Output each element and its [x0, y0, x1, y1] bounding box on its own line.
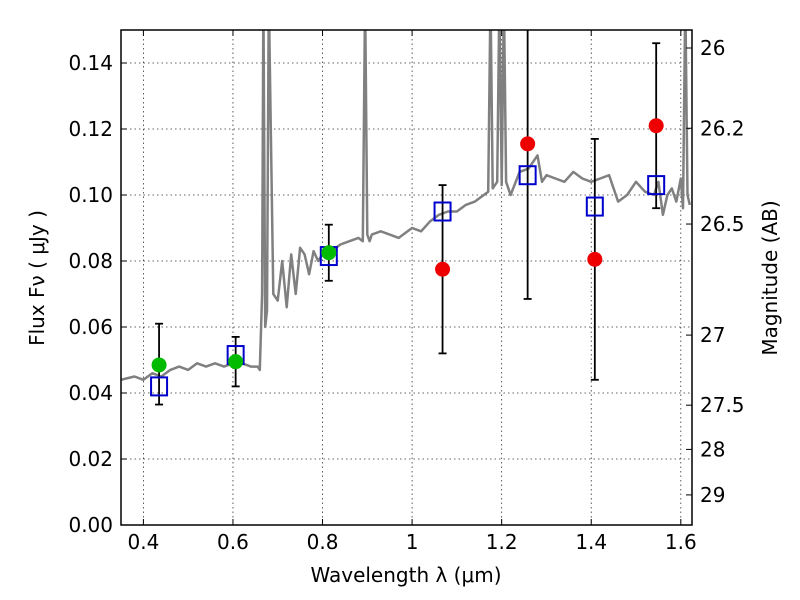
x-tick-label: 0.4 — [127, 530, 159, 554]
x-tick-label: 0.6 — [217, 530, 249, 554]
y-tick-label: 0.12 — [68, 117, 113, 141]
y-tick-label: 0.04 — [68, 381, 113, 405]
template-spectrum-line — [121, 30, 692, 382]
y-tick-label: 0.06 — [68, 315, 113, 339]
model-box-marker — [150, 376, 169, 397]
red-data-point — [520, 136, 536, 152]
y2-tick-label: 27 — [700, 323, 725, 347]
y-tick-label: 0.14 — [68, 51, 113, 75]
plot-frame — [120, 29, 693, 526]
model-box-layer — [150, 165, 666, 397]
green-data-point — [228, 354, 244, 370]
y-tick-label: 0.02 — [68, 447, 113, 471]
red-data-point — [648, 118, 664, 134]
y-tick-label: 0.00 — [68, 513, 113, 537]
model-box-marker — [647, 175, 666, 196]
y2-tick-label: 26 — [700, 36, 725, 60]
x-tick-label: 0.8 — [307, 530, 339, 554]
x-tick-label: 1 — [406, 530, 419, 554]
y-axis-label: Flux Fν ( μJy ) — [25, 210, 49, 346]
y2-tick-label: 26.5 — [700, 212, 745, 236]
model-box-marker — [433, 201, 452, 222]
y2-axis-label: Magnitude (AB) — [758, 200, 782, 355]
y-tick-label: 0.08 — [68, 249, 113, 273]
y2-tick-label: 29 — [700, 483, 725, 507]
y2-tick-label: 26.2 — [700, 116, 745, 140]
model-box-marker — [585, 196, 604, 217]
red-data-point — [435, 261, 451, 277]
point-layer — [151, 118, 664, 373]
x-tick-label: 1.6 — [665, 530, 697, 554]
x-axis-label: Wavelength λ (μm) — [310, 563, 501, 587]
model-box-marker — [518, 165, 537, 186]
x-tick-label: 1.2 — [486, 530, 518, 554]
red-data-point — [587, 251, 603, 267]
grid-lines — [121, 30, 692, 526]
green-data-point — [321, 245, 337, 261]
y-tick-label: 0.10 — [68, 183, 113, 207]
green-data-point — [151, 357, 167, 373]
tick-layer: 0.4 0.6 0.8 1 1.2 1.4 1.6 0.00 0.02 0.04 0.06 0.08 0… — [68, 30, 745, 554]
template-spectrum-layer — [121, 30, 692, 382]
y2-tick-label: 28 — [700, 437, 725, 461]
x-tick-label: 1.4 — [575, 530, 607, 554]
y2-tick-label: 27.5 — [700, 393, 745, 417]
